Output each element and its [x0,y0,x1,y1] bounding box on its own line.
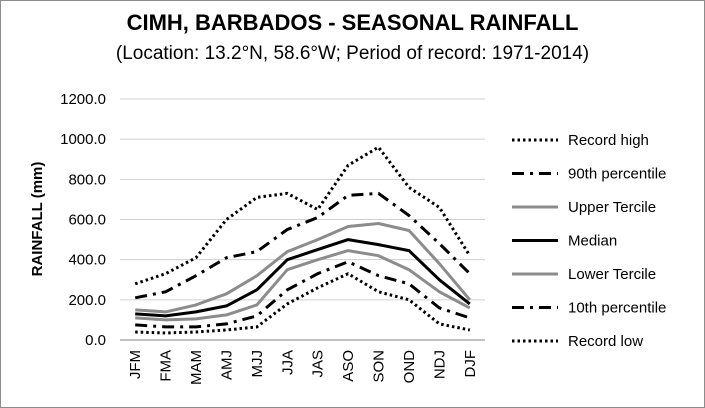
chart-subtitle: (Location: 13.2°N, 58.6°W; Period of rec… [115,43,590,64]
series-line-10th-percentile [135,260,471,329]
x-tick-label: MAM [188,350,205,385]
y-tick-label: 400.0 [68,252,106,269]
legend-label-record-high: Record high [568,132,649,149]
x-tick-label: ASO [340,350,357,382]
legend-label-record-low: Record low [568,333,643,350]
grid-lines [120,98,485,341]
x-tick-label: FMA [158,350,175,382]
x-tick-label: AMJ [218,350,235,380]
y-tick-label: 1200.0 [60,91,106,108]
series-line-lower-tercile [135,249,471,322]
y-axis-label: RAINFALL (mm) [29,162,46,277]
y-tick-label: 600.0 [68,212,106,229]
x-tick-label: SON [371,350,388,383]
series-line-upper-tercile [135,222,471,314]
y-tick-label: 0.0 [85,332,106,349]
series-lines [134,145,472,335]
legend-label-upper-tercile: Upper Tercile [568,199,656,216]
x-tick-label: DJF [462,350,479,378]
y-tick-label: 200.0 [68,292,106,309]
x-tick-label: JJA [279,350,296,375]
legend-label-lower-tercile: Lower Tercile [568,266,656,283]
x-tick-label: JFM [127,350,144,379]
y-tick-label: 800.0 [68,171,106,188]
y-tick-label: 1000.0 [60,131,106,148]
series-line-record-high [134,145,472,286]
x-tick-label: NDJ [431,350,448,379]
legend-label-90th-percentile: 90th percentile [568,166,666,183]
legend-label-median: Median [568,233,617,250]
x-tick-label: JAS [310,350,327,378]
legend-label-10th-percentile: 10th percentile [568,300,666,317]
legend: Record high 90th percentile Upper Tercile M… [512,132,666,350]
x-tick-label: OND [401,350,418,384]
series-line-90th-percentile [134,191,471,300]
series-line-median [135,238,471,318]
x-tick-labels: JFM FMA MAM AMJ MJJ JJA JAS ASO SON OND NDJ DJF [127,350,479,385]
y-tick-labels: 0.0 200.0 400.0 600.0 800.0 1000.0 1200.0 [60,91,106,349]
chart-title: CIMH, BARBADOS - SEASONAL RAINFALL [126,10,579,35]
series-line-record-low [135,272,471,335]
x-tick-label: MJJ [249,350,266,378]
